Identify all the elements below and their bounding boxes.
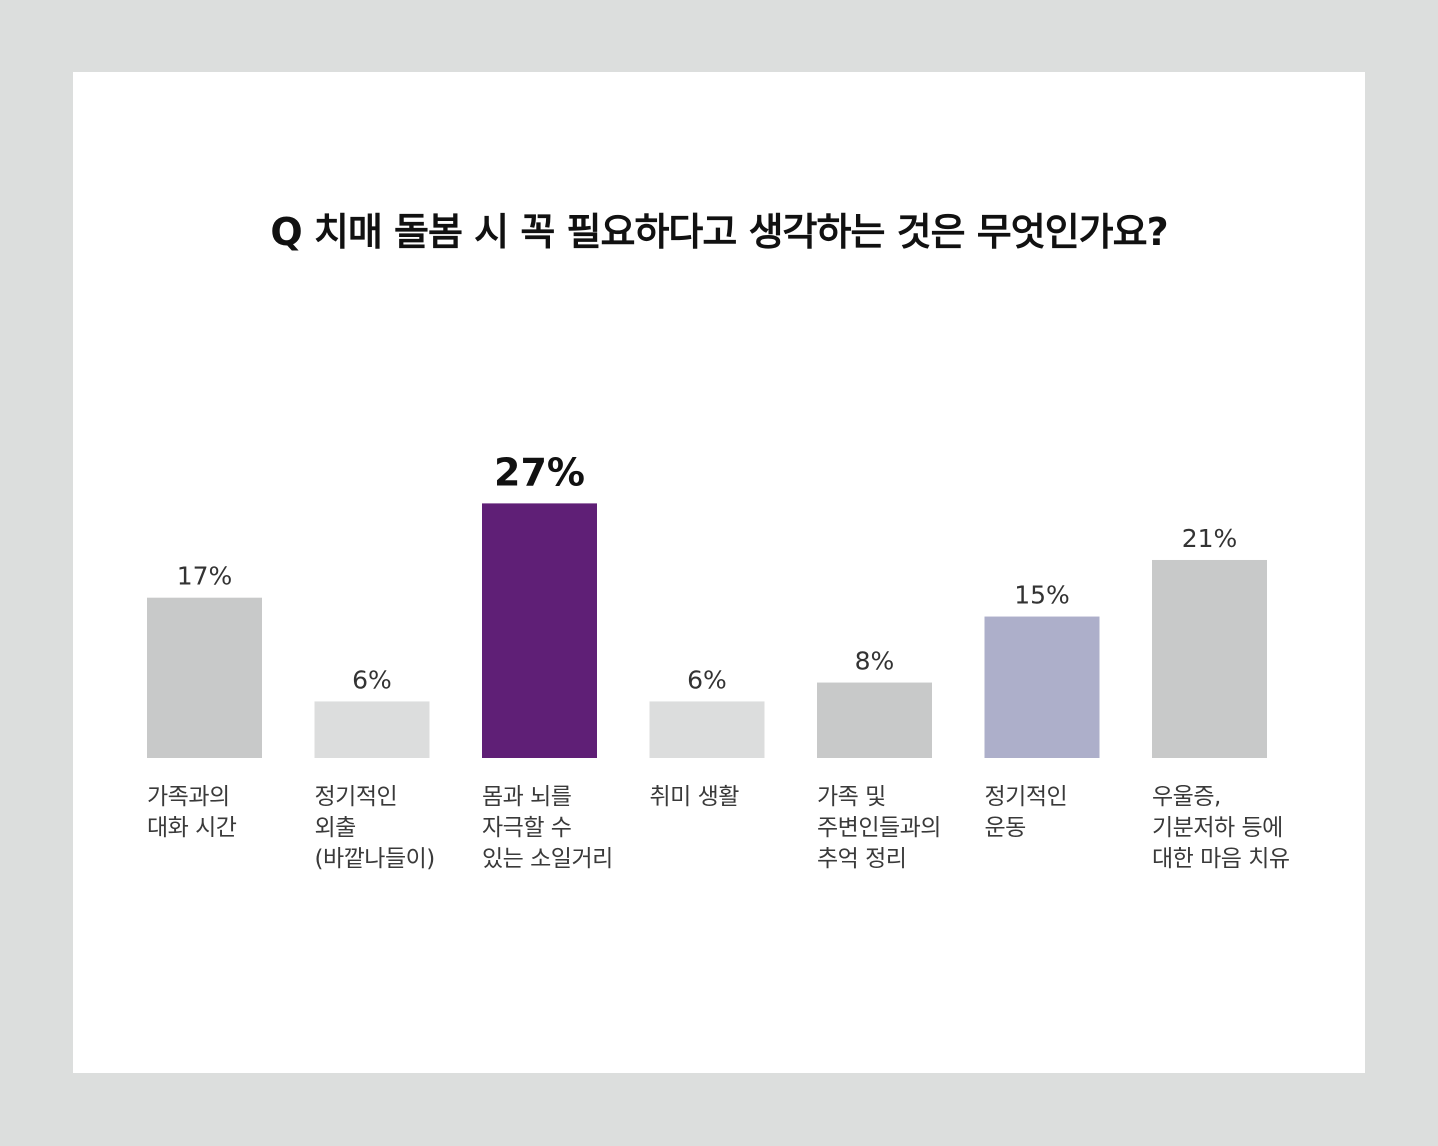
chart-title: Q 치매 돌봄 시 꼭 필요하다고 생각하는 것은 무엇인가요? xyxy=(270,210,1168,254)
category-label-1: 가족과의 대화 시간 xyxy=(147,784,237,841)
chart-card xyxy=(73,72,1365,1073)
bar-1 xyxy=(147,597,262,758)
bar-6 xyxy=(984,616,1100,758)
bar-2 xyxy=(314,701,430,758)
bar-7 xyxy=(1152,559,1267,758)
category-label-6: 정기적인 운동 xyxy=(984,784,1068,841)
category-label-7: 우울증, 기분저하 등에 대한 마음 치유 xyxy=(1152,784,1290,872)
bar-4 xyxy=(649,701,765,758)
category-label-2: 정기적인 외출 (바깥나들이) xyxy=(314,784,436,872)
category-label-5: 가족 및 주변인들과의 추억 정리 xyxy=(817,784,941,872)
category-label-3: 몸과 뇌를 자극할 수 있는 소일거리 xyxy=(482,784,613,872)
value-label-1: 17% xyxy=(177,562,233,591)
bar-3 xyxy=(482,503,597,758)
value-label-6: 15% xyxy=(1014,581,1070,610)
value-label-2: 6% xyxy=(352,665,392,694)
category-label-4: 취미 생활 xyxy=(649,784,740,810)
value-label-3: 27% xyxy=(494,450,585,494)
value-label-7: 21% xyxy=(1182,524,1238,553)
bar-5 xyxy=(817,682,932,758)
value-label-5: 8% xyxy=(855,647,895,676)
value-label-4: 6% xyxy=(687,665,727,694)
